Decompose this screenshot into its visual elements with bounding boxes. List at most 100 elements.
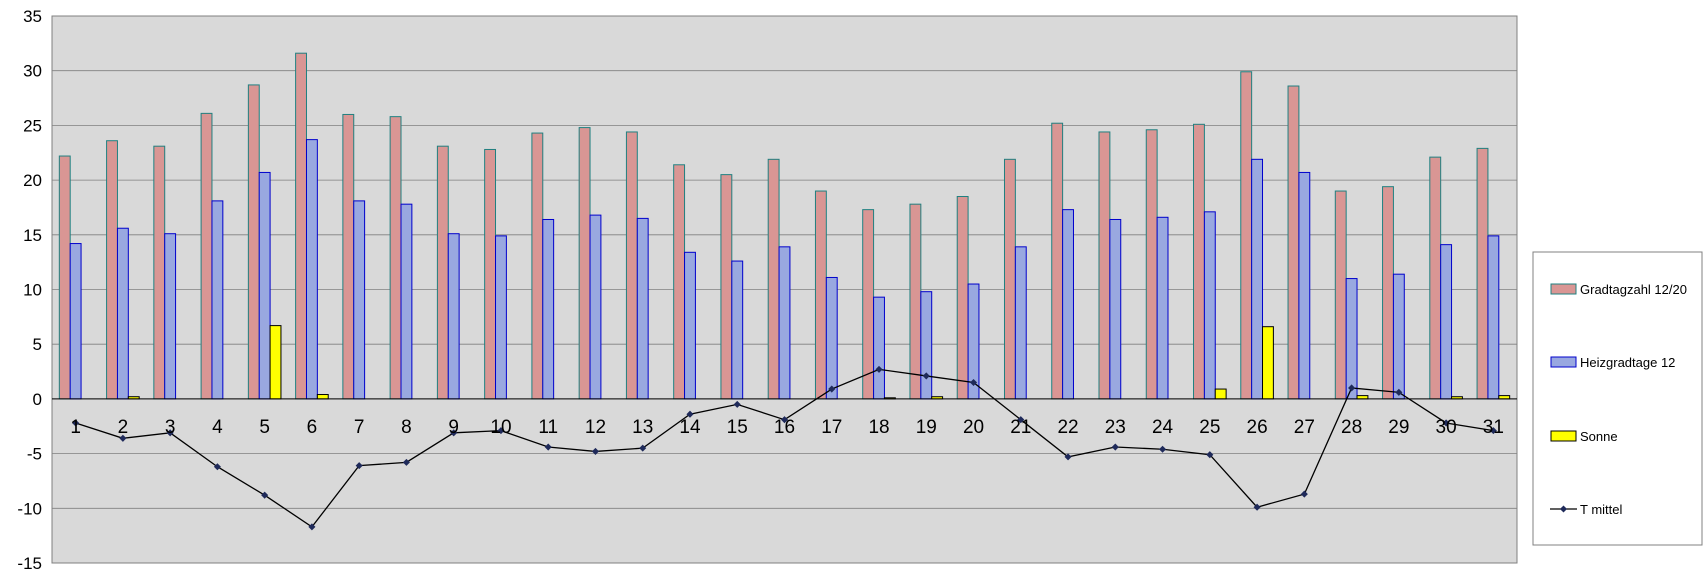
bar-gradtagzahl-12-20-29 (1382, 186, 1394, 400)
bar-heizgradtage-12-8 (400, 203, 413, 400)
legend-label: Gradtagzahl 12/20 (1580, 282, 1687, 297)
bar-heizgradtage-12-15 (731, 260, 744, 400)
bar-heizgradtage-12-19 (920, 291, 933, 400)
legend-swatch (1550, 430, 1577, 442)
plot-border (51, 15, 1518, 564)
x-tick-label: 12 (585, 417, 606, 438)
line-series (72, 365, 1497, 531)
bar-gradtagzahl-12-20-14 (673, 164, 686, 400)
bar-sonne-26 (1262, 326, 1274, 400)
point-t-mittel-3 (166, 429, 174, 437)
point-t-mittel-7 (355, 462, 363, 470)
bar-gradtagzahl-12-20-7 (342, 113, 355, 400)
point-t-mittel-15 (733, 400, 741, 408)
bar-heizgradtage-12-11 (542, 218, 555, 400)
x-tick-label: 5 (259, 417, 270, 438)
bar-heizgradtage-12-4 (211, 200, 224, 400)
point-t-mittel-16 (780, 416, 789, 424)
point-t-mittel-10 (497, 427, 505, 435)
bar-heizgradtage-12-21 (1014, 246, 1027, 400)
x-tick-label: 27 (1294, 417, 1315, 438)
bar-heizgradtage-12-23 (1109, 218, 1122, 400)
x-tick-label: 23 (1105, 417, 1126, 438)
bar-gradtagzahl-12-20-23 (1098, 131, 1111, 400)
x-tick-label: 25 (1199, 417, 1220, 438)
bar-gradtagzahl-12-20-3 (153, 145, 166, 400)
x-tick-label: 19 (916, 417, 937, 438)
bar-heizgradtage-12-30 (1440, 244, 1453, 400)
point-t-mittel-12 (591, 447, 600, 455)
bar-heizgradtage-12-27 (1298, 171, 1311, 400)
y-tick-label: -15 (17, 554, 42, 573)
point-t-mittel-6 (308, 523, 316, 531)
bar-gradtagzahl-12-20-25 (1193, 123, 1205, 400)
y-tick-label: 10 (23, 281, 42, 300)
x-tick-labels: 1 2 3 4 5 6 7 8 9 10 11 12 13 14 15 16 17 18 19 20 21 22 23 24 2… (70, 417, 1504, 438)
legend: Gradtagzahl 12/20 Heizgradtage 12 Sonne T m… (1532, 251, 1703, 546)
y-tick-label: -5 (27, 445, 42, 464)
x-tick-label: 6 (307, 417, 318, 438)
y-tick-label: 35 (23, 7, 42, 26)
x-tick-label: 31 (1483, 417, 1504, 438)
bar-heizgradtage-12-24 (1156, 216, 1169, 400)
point-t-mittel-5 (261, 491, 269, 499)
bar-gradtagzahl-12-20-13 (625, 131, 638, 400)
y-tick-label: 15 (23, 226, 42, 245)
bar-gradtagzahl-12-20-12 (578, 127, 591, 400)
bar-sonne-25 (1214, 388, 1227, 400)
bar-gradtagzahl-12-20-17 (814, 190, 827, 400)
axes (51, 15, 1518, 564)
bar-heizgradtage-12-12 (589, 214, 602, 400)
bar-heizgradtage-12-5 (258, 171, 271, 400)
x-tick-label: 15 (727, 417, 748, 438)
bar-heizgradtage-12-9 (447, 233, 460, 400)
point-t-mittel-17 (828, 385, 836, 393)
x-tick-label: 20 (963, 417, 984, 438)
bar-gradtagzahl-12-20-2 (106, 140, 118, 400)
bar-gradtagzahl-12-20-26 (1240, 71, 1253, 400)
bar-gradtagzahl-12-20-11 (531, 132, 544, 400)
bar-gradtagzahl-12-20-31 (1476, 147, 1489, 400)
point-t-mittel-2 (119, 434, 127, 442)
bar-heizgradtage-12-7 (353, 200, 366, 400)
x-tick-label: 30 (1436, 417, 1457, 438)
bar-heizgradtage-12-17 (825, 276, 838, 400)
x-tick-label: 26 (1247, 417, 1268, 438)
point-t-mittel-9 (450, 429, 458, 437)
bar-gradtagzahl-12-20-10 (484, 148, 497, 400)
x-tick-label: 13 (632, 417, 653, 438)
legend-box (1532, 251, 1703, 546)
bar-heizgradtage-12-2 (116, 227, 129, 400)
point-t-mittel-4 (213, 463, 221, 471)
x-tick-label: 17 (821, 417, 842, 438)
bar-gradtagzahl-12-20-5 (247, 84, 260, 400)
bar-gradtagzahl-12-20-19 (909, 203, 922, 400)
legend-label: Heizgradtage 12 (1580, 355, 1675, 370)
bar-gradtagzahl-12-20-18 (862, 209, 875, 400)
bar-gradtagzahl-12-20-27 (1287, 85, 1300, 400)
point-t-mittel-18 (875, 365, 883, 373)
y-tick-labels: -15 -10 -5 0 5 10 15 20 25 30 35 (17, 7, 42, 573)
point-t-mittel-14 (686, 410, 694, 418)
bar-gradtagzahl-12-20-20 (956, 196, 969, 400)
x-tick-label: 10 (490, 417, 511, 438)
y-tick-label: 25 (23, 116, 42, 135)
x-tick-label: 4 (212, 417, 223, 438)
point-t-mittel-19 (922, 372, 930, 380)
bar-heizgradtage-12-31 (1487, 235, 1500, 400)
x-tick-label: 11 (538, 417, 558, 438)
bar-heizgradtage-12-14 (684, 251, 696, 400)
x-tick-label: 18 (868, 417, 889, 438)
bar-gradtagzahl-12-20-30 (1429, 156, 1442, 400)
point-t-mittel-21 (1017, 416, 1025, 424)
bar-heizgradtage-12-3 (164, 233, 177, 400)
x-tick-label: 16 (774, 417, 795, 438)
bar-heizgradtage-12-16 (778, 246, 791, 400)
bar-heizgradtage-12-22 (1062, 209, 1074, 400)
bar-gradtagzahl-12-20-9 (436, 145, 449, 400)
bar-heizgradtage-12-18 (873, 296, 885, 400)
x-tick-label: 9 (448, 417, 459, 438)
bar-heizgradtage-12-6 (305, 139, 318, 400)
x-tick-label: 7 (354, 417, 365, 438)
